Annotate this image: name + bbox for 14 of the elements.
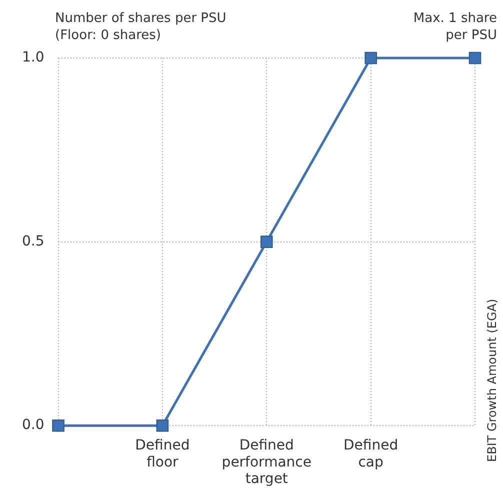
x-tick-label: Defined performance target (222, 438, 312, 488)
point (468, 52, 482, 64)
text: Max. 1 share per PSU (412, 10, 497, 44)
y-tick-label: 0.5 (22, 233, 44, 250)
point (260, 236, 273, 248)
y-axis-title: Number of shares per PSU (Floor: 0 shares) (55, 10, 228, 44)
point (52, 419, 64, 432)
y-tick-label: 1.0 (22, 50, 44, 66)
point (156, 419, 169, 432)
x-tick-label: Defined cap (344, 438, 398, 470)
x-tick-label: Defined floor (135, 438, 190, 470)
text: EBIT Growth Amount (EGA) (484, 298, 500, 462)
y-tick-label: 0.0 (22, 417, 44, 434)
point (364, 52, 377, 64)
